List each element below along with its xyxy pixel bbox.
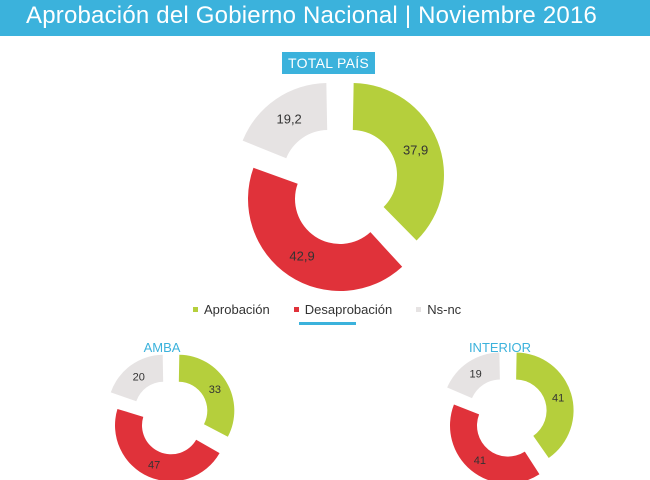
chart-title-amba: AMBA <box>143 340 181 355</box>
data-label-ns-nc: 20 <box>133 371 145 383</box>
data-label-aprobacion: 41 <box>552 392 564 404</box>
data-label-ns-nc: 19 <box>470 368 482 380</box>
legend-item-desaprobacion: Desaprobación <box>293 301 393 317</box>
legend-label-desaprobacion: Desaprobación <box>304 301 393 317</box>
data-label-ns-nc: 19,2 <box>276 111 301 126</box>
legend-item-ns-nc: Ns-nc <box>416 302 461 317</box>
legend-underline <box>299 322 356 325</box>
slice-aprobacion <box>178 354 235 437</box>
donut-amba: 33 47 20 <box>110 354 235 480</box>
slice-ns-nc <box>447 352 500 399</box>
slice-desaprobacion <box>450 404 540 480</box>
page-title: Aprobación del Gobierno Nacional | Novie… <box>26 2 598 29</box>
legend-label-aprobacion: Aprobación <box>204 301 270 317</box>
legend-swatch-ns-nc <box>416 306 422 312</box>
chart-title-total-pais: TOTAL PAÍS <box>282 52 376 74</box>
donut-interior: 41 41 19 <box>447 352 574 480</box>
header-bar: Aprobación del Gobierno Nacional | Novie… <box>0 0 650 36</box>
legend-swatch-aprobacion <box>193 306 198 312</box>
chart-title-interior: INTERIOR <box>468 340 532 355</box>
data-label-desaprobacion: 47 <box>148 459 160 471</box>
data-label-aprobacion: 37,9 <box>403 142 428 157</box>
slice-desaprobacion <box>115 408 220 480</box>
chart-legend: Aprobación Desaprobación Ns-nc <box>193 300 461 318</box>
slice-aprobacion <box>516 352 574 459</box>
data-label-aprobacion: 33 <box>209 384 221 396</box>
slice-aprobacion <box>352 83 445 241</box>
slice-ns-nc <box>242 83 328 159</box>
legend-swatch-desaprobacion <box>293 306 299 312</box>
data-label-desaprobacion: 42,9 <box>289 249 314 264</box>
data-label-desaprobacion: 41 <box>474 455 486 467</box>
donut-total-pais: 37,9 42,9 19,2 <box>242 83 445 291</box>
legend-label-ns-nc: Ns-nc <box>427 301 462 317</box>
slice-ns-nc <box>110 354 164 402</box>
legend-item-aprobacion: Aprobación <box>193 302 270 317</box>
slice-desaprobacion <box>248 167 403 291</box>
